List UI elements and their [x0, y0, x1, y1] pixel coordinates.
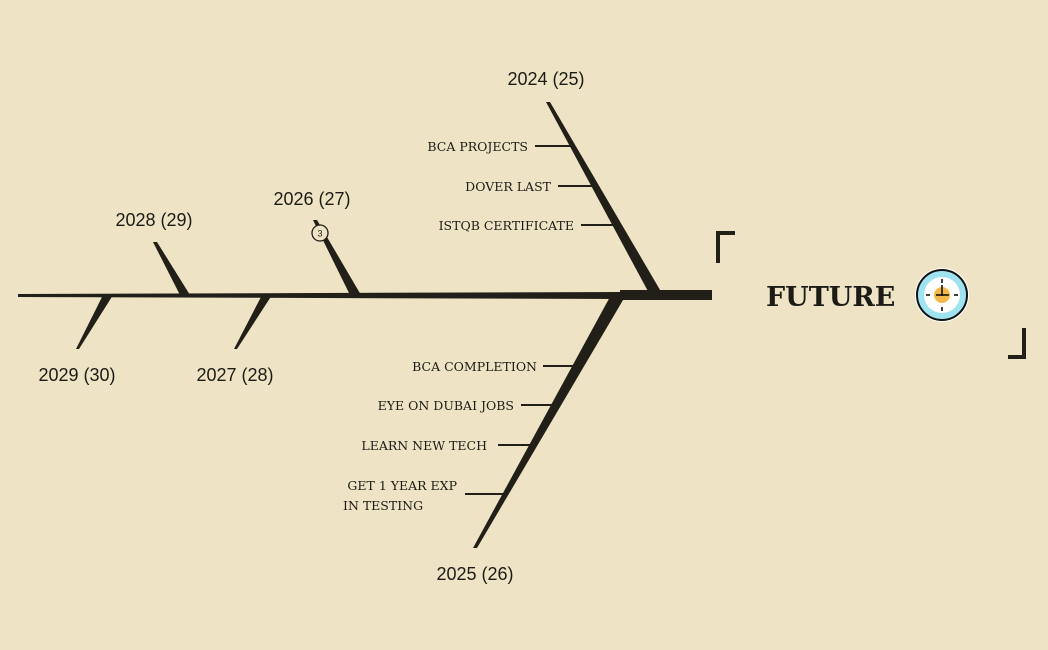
frame-corner-top-left: [716, 231, 735, 263]
clock-icon: [915, 268, 969, 322]
bone-2027: [234, 295, 272, 349]
item-label: GET 1 YEAR EXP: [347, 478, 457, 493]
item-label: BCA COMPLETION: [412, 359, 537, 374]
item-label: BCA PROJECTS: [427, 139, 528, 154]
item-label: IN TESTING: [343, 498, 423, 513]
bone-2028: [153, 242, 190, 295]
item-label: LEARN NEW TECH: [361, 438, 487, 453]
page-title: FUTURE: [766, 282, 895, 313]
bone-2029: [76, 295, 113, 349]
spine-head: [620, 290, 712, 300]
bone-2024: [546, 102, 663, 295]
item-label: ISTQB CERTIFICATE: [439, 218, 574, 233]
item-label: DOVER LAST: [465, 179, 551, 194]
step-badge-number: 3: [317, 229, 322, 239]
year-2027: 2027 (28): [196, 365, 273, 385]
step-badge[interactable]: 3: [311, 224, 329, 242]
frame-corner-bottom-right: [1008, 328, 1026, 359]
year-2028: 2028 (29): [115, 210, 192, 230]
spine: [18, 292, 620, 299]
bone-2025: [473, 295, 626, 548]
year-2025: 2025 (26): [436, 564, 513, 584]
item-label: EYE ON DUBAI JOBS: [378, 398, 514, 413]
year-2024: 2024 (25): [507, 69, 584, 89]
year-2026: 2026 (27): [273, 189, 350, 209]
year-2029: 2029 (30): [38, 365, 115, 385]
